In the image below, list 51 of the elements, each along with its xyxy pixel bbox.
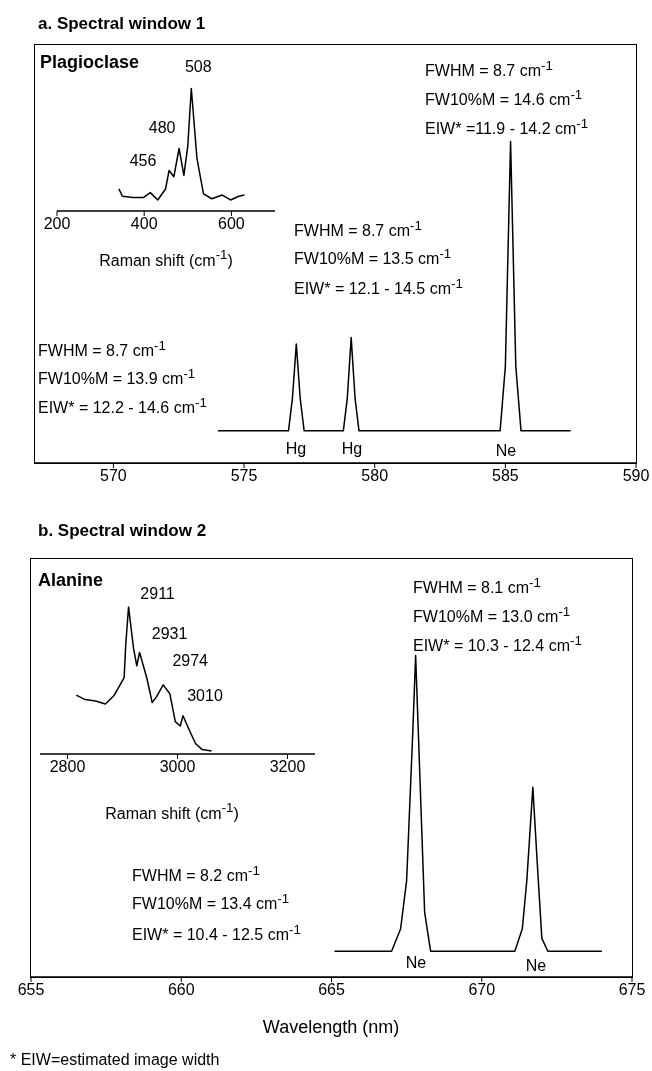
x-tick-label: 2800 <box>49 758 86 776</box>
annotation: EIW* = 12.2 - 14.6 cm$^{-1}$ <box>38 394 207 419</box>
x-tick-label: 665 <box>318 981 345 999</box>
annotation: Ne <box>405 953 427 973</box>
text: * EIW=estimated image width <box>10 1050 220 1070</box>
annotation: Hg <box>341 439 363 459</box>
x-axis-title: Raman shift (cm$^{-1}$) <box>99 246 233 271</box>
annotation: 2911 <box>140 583 175 604</box>
x-tick-label: 675 <box>618 981 646 999</box>
x-tick-label: 590 <box>622 467 650 485</box>
annotation: Hg <box>285 439 307 459</box>
text: FW10%M = 13.0 cm$^{-1}$ <box>413 603 571 628</box>
annotation: Ne <box>525 956 547 976</box>
x-axis-title: Wavelength (nm) <box>262 1017 400 1037</box>
x-tick-label: 570 <box>100 467 127 485</box>
annotation: FWHM = 8.7 cm$^{-1}$ <box>38 337 166 362</box>
text: EIW* =11.9 - 14.2 cm$^{-1}$ <box>425 115 589 140</box>
annotation: Ne <box>495 441 517 461</box>
annotation: EIW* = 12.1 - 14.5 cm$^{-1}$ <box>294 275 463 300</box>
annotation: 480 <box>148 117 176 138</box>
text: EIW* = 10.3 - 12.4 cm$^{-1}$ <box>413 632 582 657</box>
x-tick-label: 670 <box>468 981 496 999</box>
annotation: FW10%M = 13.9 cm$^{-1}$ <box>38 365 196 390</box>
x-tick-label: 575 <box>230 467 258 485</box>
chart-title: a. Spectral window 1 <box>38 14 206 34</box>
chart-title: Alanine <box>38 570 104 590</box>
x-tick-label: 3200 <box>269 758 306 776</box>
annotation: FW10%M = 13.4 cm$^{-1}$ <box>132 890 290 915</box>
annotation: 3010 <box>187 685 223 706</box>
x-tick-label: 655 <box>17 981 45 999</box>
annotation: 2974 <box>172 650 208 671</box>
x-axis-title: Raman shift (cm$^{-1}$) <box>105 799 239 824</box>
text: FWHM = 8.1 cm$^{-1}$ <box>413 574 541 599</box>
x-tick-label: 600 <box>218 215 245 233</box>
annotation: FW10%M = 13.5 cm$^{-1}$ <box>294 245 452 270</box>
annotation: EIW* = 10.4 - 12.5 cm$^{-1}$ <box>132 921 301 946</box>
chart-title: b. Spectral window 2 <box>38 521 207 541</box>
annotation: FWHM = 8.2 cm$^{-1}$ <box>132 862 260 887</box>
x-tick-label: 200 <box>43 215 71 233</box>
x-tick-label: 580 <box>361 467 389 485</box>
annotation: 508 <box>184 57 212 78</box>
annotation: 2931 <box>151 623 188 644</box>
x-tick-label: 660 <box>167 981 195 999</box>
x-tick-label: 400 <box>130 215 158 233</box>
text: FW10%M = 14.6 cm$^{-1}$ <box>425 86 583 111</box>
x-tick-label: 585 <box>492 467 519 485</box>
text: FWHM = 8.7 cm$^{-1}$ <box>425 57 553 82</box>
x-tick-label: 3000 <box>159 758 196 776</box>
chart-title: Plagioclase <box>40 52 140 72</box>
annotation: FWHM = 8.7 cm$^{-1}$ <box>294 217 422 242</box>
annotation: 456 <box>129 150 157 171</box>
